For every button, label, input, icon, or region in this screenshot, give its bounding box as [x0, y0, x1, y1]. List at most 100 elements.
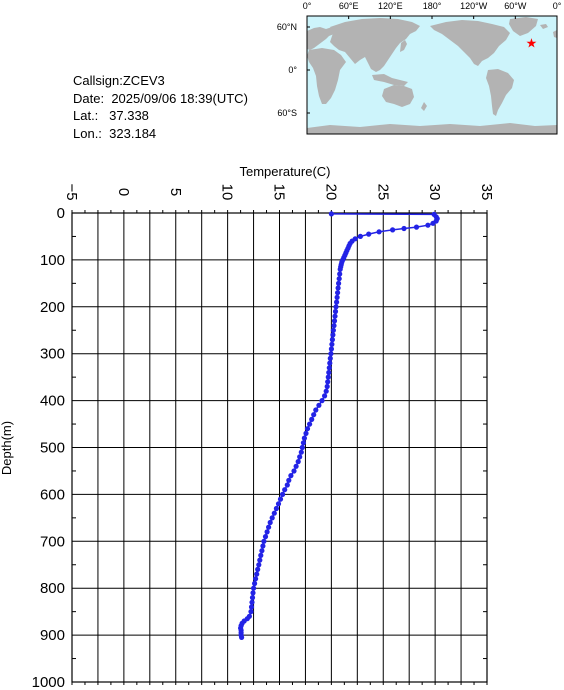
data-point	[299, 444, 305, 451]
map-land-uk	[553, 30, 557, 38]
world-map: 0° 60°E 120°E 180° 120°W 60°W 0° 60°N 0° 60°S ★	[277, 1, 562, 135]
data-point	[275, 501, 282, 507]
data-point	[326, 365, 332, 371]
data-point	[357, 233, 363, 239]
data-point	[291, 468, 297, 474]
data-point	[336, 280, 342, 286]
map-lon-label: 0°	[553, 1, 562, 11]
x-tick-label: 5	[167, 188, 184, 196]
lon-row: Lon.: 323.184	[73, 125, 248, 143]
data-point	[331, 323, 337, 329]
data-point	[273, 505, 279, 512]
data-point	[337, 271, 343, 277]
data-point	[257, 557, 263, 563]
chart-grid	[71, 212, 488, 683]
y-tick-label: 700	[40, 533, 65, 550]
data-point	[311, 412, 317, 418]
map-land-japan	[400, 40, 407, 52]
data-point	[319, 398, 325, 404]
data-point	[297, 454, 303, 460]
y-tick-label: 1000	[32, 674, 65, 690]
data-point	[313, 407, 319, 413]
y-tick-label: 800	[40, 580, 65, 597]
date-row: Date: 2025/09/06 18:39(UTC)	[73, 90, 248, 108]
data-point	[300, 440, 306, 446]
data-point	[260, 543, 266, 549]
y-tick-label: 0	[57, 205, 65, 222]
map-land-indonesia	[372, 74, 408, 86]
data-point	[425, 222, 431, 228]
data-point	[252, 580, 258, 587]
data-point	[331, 318, 338, 324]
lat-value: 37.338	[109, 108, 149, 123]
data-point	[295, 459, 301, 465]
data-point	[401, 225, 407, 232]
data-point	[316, 402, 322, 408]
data-point	[329, 341, 335, 347]
data-point	[266, 524, 272, 530]
data-point	[333, 304, 339, 310]
data-point	[249, 599, 255, 605]
data-point	[248, 604, 255, 610]
map-lon-label: 120°W	[460, 1, 488, 11]
x-tick-label: 20	[322, 184, 339, 201]
data-point	[332, 313, 338, 319]
map-lat-label: 0°	[288, 65, 297, 75]
temperature-profile-points	[238, 211, 440, 641]
data-point	[269, 515, 275, 521]
map-lon-label: 180°	[423, 1, 442, 11]
callsign-row: Callsign:ZCEV3	[73, 72, 248, 90]
data-point	[323, 388, 329, 394]
data-point	[366, 231, 372, 237]
data-point	[303, 430, 309, 436]
data-point	[330, 327, 336, 333]
data-point	[328, 351, 334, 357]
map-land-iceland	[540, 24, 548, 29]
data-point	[334, 299, 340, 305]
y-axis-label: Depth(m)	[0, 421, 14, 475]
data-point	[334, 294, 340, 300]
data-point	[261, 538, 267, 544]
map-station-marker: ★	[526, 36, 538, 51]
x-tick-label: 0	[115, 188, 132, 196]
data-point	[288, 473, 294, 479]
data-point	[329, 337, 335, 343]
data-point	[271, 510, 277, 516]
data-point	[284, 482, 290, 488]
y-tick-label: 600	[40, 486, 65, 503]
data-point	[327, 355, 333, 361]
data-point	[328, 346, 334, 352]
x-tick-label: −5	[63, 183, 80, 200]
data-point	[282, 487, 288, 493]
map-ticks	[306, 16, 558, 114]
map-lat-label: 60°S	[277, 108, 297, 118]
y-tick-labels: 0 100 200 300 400 500 600 700 800 900 1000	[32, 205, 65, 690]
date-label: Date:	[73, 90, 105, 106]
data-point	[250, 590, 256, 596]
callsign-label: Callsign:	[73, 73, 123, 88]
x-tick-label: 10	[219, 184, 236, 201]
map-lon-label: 60°E	[339, 1, 359, 11]
data-point	[258, 552, 264, 559]
lat-label: Lat.:	[73, 108, 99, 123]
data-point	[337, 266, 343, 272]
map-land-antarctica	[307, 123, 557, 134]
data-point	[335, 285, 341, 291]
data-point	[251, 585, 257, 591]
data-point	[327, 360, 333, 366]
map-land-asia	[330, 18, 420, 72]
data-point	[324, 383, 330, 390]
data-point	[390, 227, 396, 233]
data-point	[298, 449, 304, 455]
data-point	[309, 416, 315, 422]
x-axis-label: Temperature(C)	[239, 164, 330, 179]
map-land-africa	[307, 48, 346, 104]
y-tick-label: 100	[40, 252, 65, 269]
y-tick-label: 400	[40, 393, 65, 410]
date-value: 2025/09/06 18:39(UTC)	[111, 90, 248, 106]
data-point	[280, 491, 286, 497]
map-land-australia	[382, 85, 414, 107]
data-point	[254, 571, 260, 577]
data-point	[256, 562, 262, 568]
